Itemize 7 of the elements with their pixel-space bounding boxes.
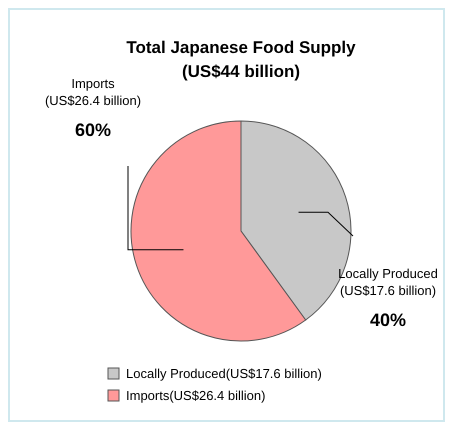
data-label: 40% xyxy=(370,310,406,330)
chart-title: Total Japanese Food Supply xyxy=(126,38,356,57)
data-label: 60% xyxy=(74,120,112,140)
chart-subtitle: (US$44 billion) xyxy=(182,62,300,81)
slice-label: Imports(US$26.4 billion) xyxy=(44,76,142,108)
legend-label: Locally Produced(US$17.6 billion) xyxy=(126,366,322,381)
legend-label: Imports(US$26.4 billion) xyxy=(126,388,266,403)
